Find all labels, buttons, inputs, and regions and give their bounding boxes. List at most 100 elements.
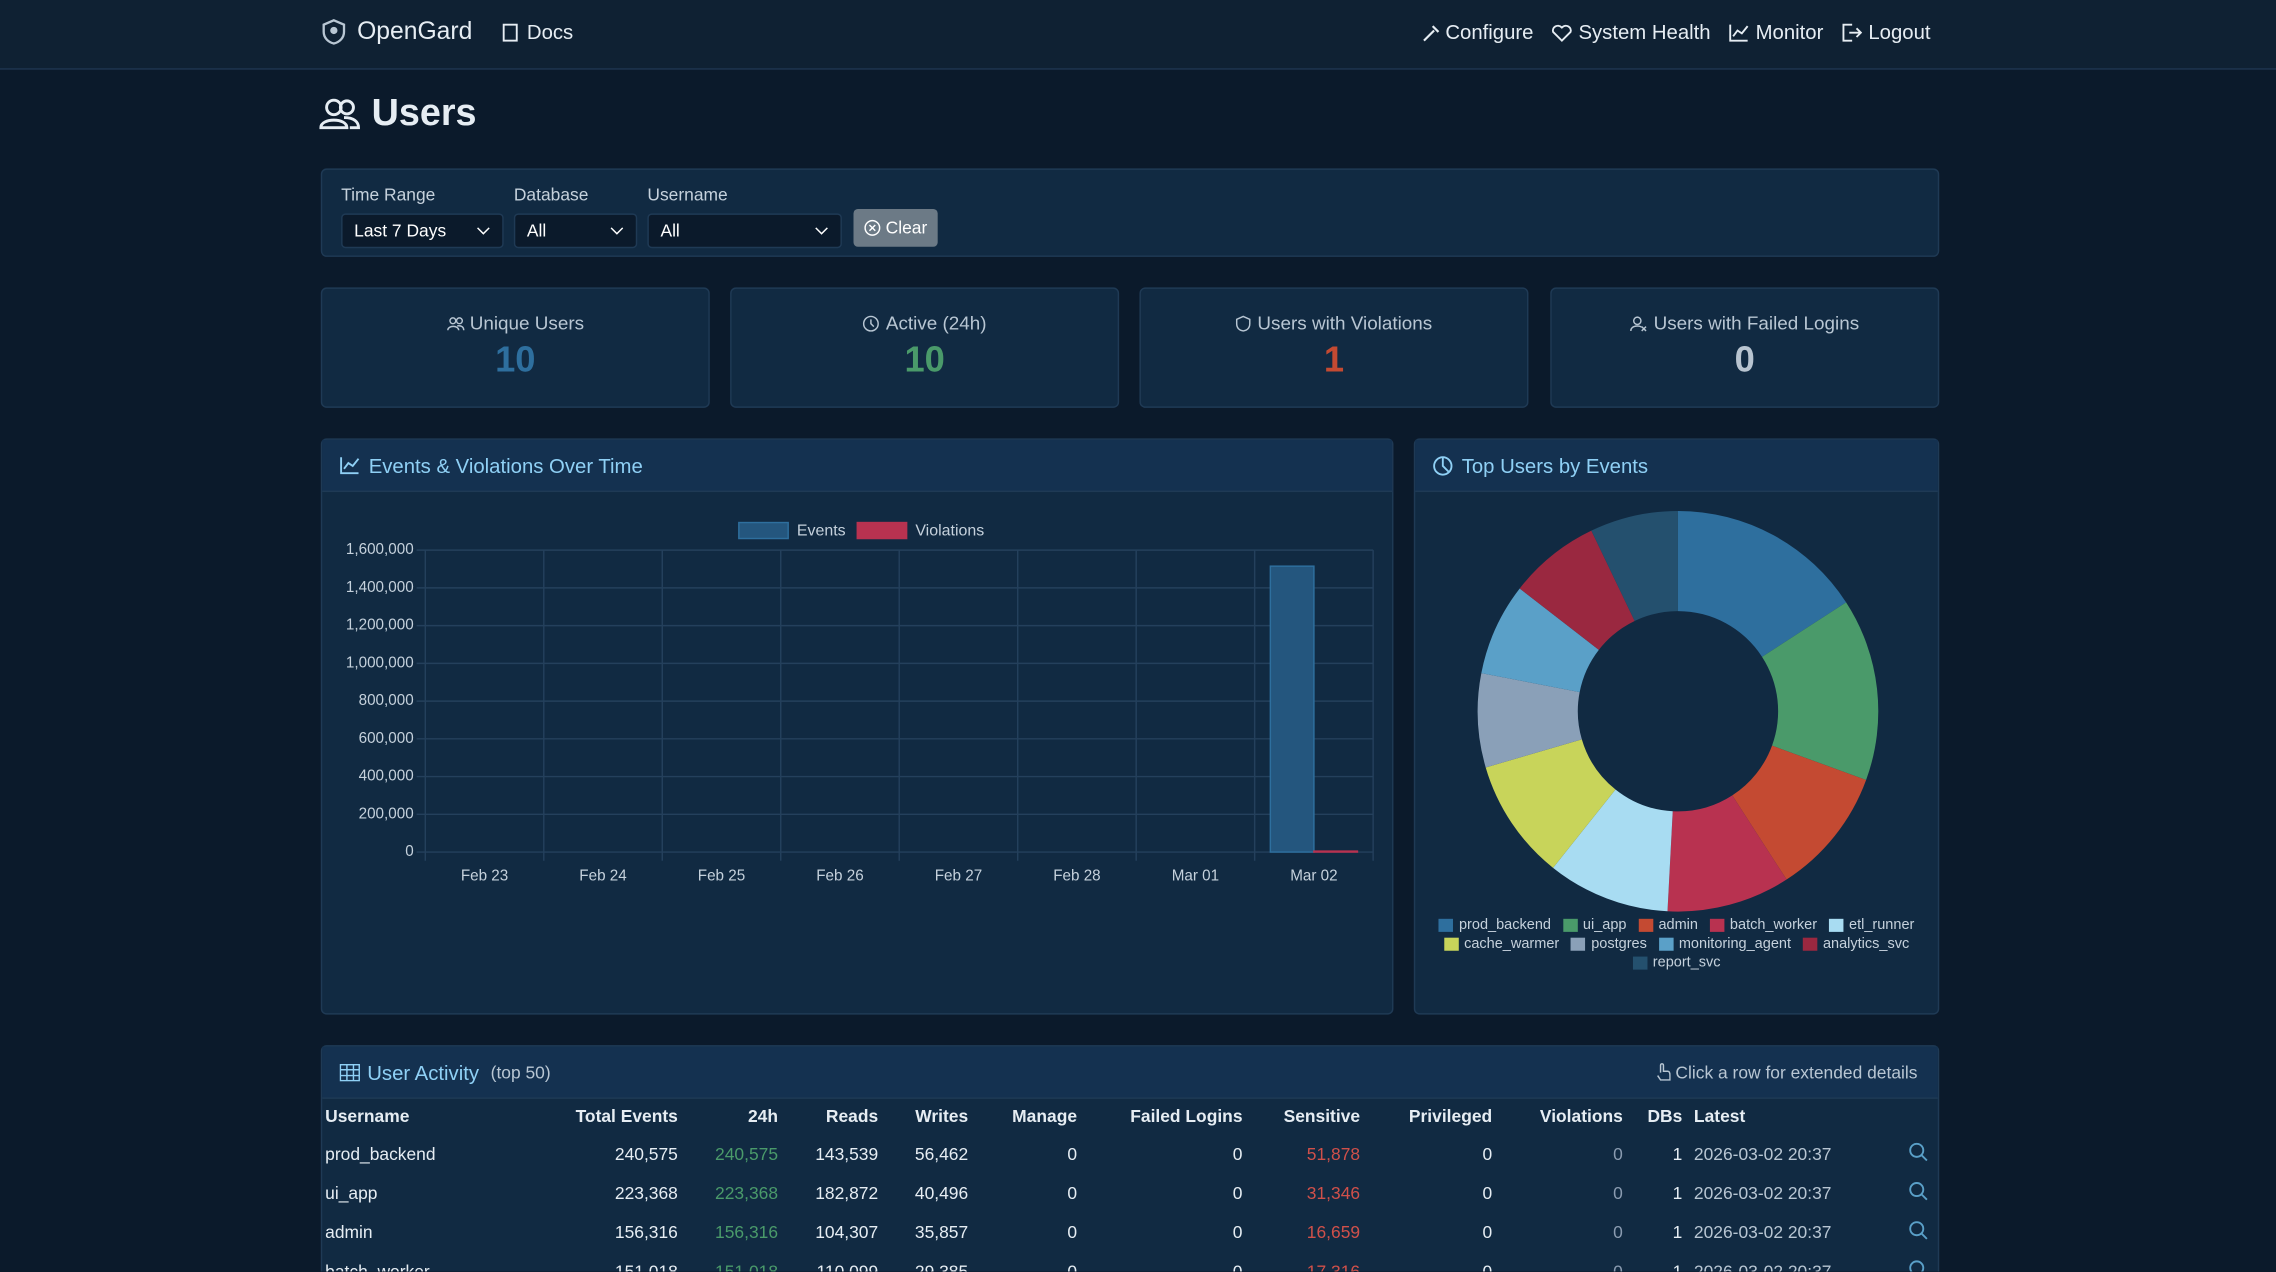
table-cell: 104,307 xyxy=(815,1221,879,1242)
legend-swatch xyxy=(1632,956,1647,970)
table-cell: 0 xyxy=(1613,1143,1623,1164)
column-header: Privileged xyxy=(1408,1106,1493,1127)
table-cell: 0 xyxy=(1482,1221,1493,1242)
chart-title: Events & Violations Over Time xyxy=(368,453,643,477)
stat-label-row: Users with Failed Logins xyxy=(1552,312,1938,334)
nav-link[interactable]: Configure xyxy=(1421,20,1534,44)
legend-label: Events xyxy=(797,522,846,539)
header-row: Username Total Events 24h Reads Writes Manage… xyxy=(325,1099,1927,1134)
table-cell: 182,872 xyxy=(815,1182,879,1203)
nav-link[interactable]: Logout xyxy=(1842,20,1931,44)
search-icon xyxy=(1909,1259,1925,1272)
column-header: Writes xyxy=(915,1106,969,1127)
row-action[interactable] xyxy=(1899,1134,1928,1173)
search-icon xyxy=(1909,1142,1928,1161)
nav-icon xyxy=(1842,23,1863,41)
legend-item: report_svc xyxy=(1632,955,1721,971)
filter-select[interactable]: Last 7 Days xyxy=(341,213,504,249)
legend-swatch xyxy=(1562,918,1578,932)
legend-item: prod_backend xyxy=(1438,917,1551,934)
card-header: User Activity (top 50) Click a row for ex… xyxy=(322,1046,1938,1099)
row-action[interactable] xyxy=(1899,1173,1928,1212)
column-header: Latest xyxy=(1693,1106,1746,1127)
legend-label: prod_backend xyxy=(1458,917,1551,934)
y-tick-label: 600,000 xyxy=(359,730,414,747)
table-cell: ui_app xyxy=(325,1182,378,1203)
table-cell: 240,575 xyxy=(614,1143,678,1164)
x-tick-label: Feb 27 xyxy=(935,868,982,885)
table-cell: 16,659 xyxy=(1306,1221,1361,1242)
y-tick-label: 200,000 xyxy=(359,805,414,822)
column-header: Total Events xyxy=(575,1106,678,1127)
table-heading: User Activity (top 50) xyxy=(339,1060,551,1084)
column-header: 24h xyxy=(747,1106,779,1127)
table-cell: 0 xyxy=(1067,1260,1078,1272)
legend-label: postgres xyxy=(1591,936,1647,953)
pie-slice xyxy=(1477,673,1582,768)
legend-item: postgres xyxy=(1570,936,1647,953)
stat-label: Users with Failed Logins xyxy=(1653,312,1860,334)
chart-title: Top Users by Events xyxy=(1461,453,1649,477)
table-row[interactable]: prod_backend 240,575 240,575 143,539 56,462 0… xyxy=(325,1134,1928,1173)
table-row[interactable]: admin 156,316 156,316 104,307 35,857 0 0 16,659… xyxy=(325,1212,1928,1251)
pie-slice xyxy=(1519,530,1635,650)
legend-label: etl_runner xyxy=(1848,917,1915,934)
legend-swatch xyxy=(1443,937,1459,951)
table-cell: 143,539 xyxy=(815,1143,879,1164)
bar xyxy=(1313,850,1359,853)
table-card: User Activity (top 50) Click a row for ex… xyxy=(320,1045,1940,1272)
legend-swatch xyxy=(856,521,908,540)
search-icon xyxy=(1909,1220,1928,1239)
stat-icon xyxy=(446,316,464,330)
nav-text: System Health xyxy=(1578,20,1711,44)
table-cell: 0 xyxy=(1482,1143,1493,1164)
table-cell: 31,346 xyxy=(1306,1182,1361,1203)
y-tick-label: 1,000,000 xyxy=(346,654,414,671)
stat-icon xyxy=(1236,314,1251,331)
brand[interactable]: OpenGard xyxy=(322,17,472,46)
table-cell: 0 xyxy=(1232,1221,1243,1242)
x-tick-label: Feb 23 xyxy=(461,868,508,885)
legend-label: cache_warmer xyxy=(1464,936,1560,953)
nav-link[interactable]: Monitor xyxy=(1729,20,1823,44)
table-row[interactable]: ui_app 223,368 223,368 182,872 40,496 0 0 31,34… xyxy=(325,1173,1928,1212)
clear-button[interactable]: Clear xyxy=(853,209,938,247)
chart-card: Events & Violations Over Time 0 200,000 40… xyxy=(320,438,1394,1015)
filter-value: Last 7 Days xyxy=(354,220,447,241)
y-tick-label: 1,600,000 xyxy=(346,541,414,558)
filter-select[interactable]: All xyxy=(647,213,842,249)
docs-link[interactable]: Docs xyxy=(502,20,573,44)
table-row[interactable]: batch_worker 151,018 151,018 110,099 29,385 0… xyxy=(325,1251,1928,1272)
pie-slice xyxy=(1485,739,1616,868)
pie-slice xyxy=(1677,510,1847,657)
row-action[interactable] xyxy=(1899,1251,1928,1272)
table-cell: 1 xyxy=(1672,1143,1683,1164)
card-icon xyxy=(339,1063,360,1081)
table-cell: 1 xyxy=(1672,1221,1683,1242)
card-header: Top Users by Events xyxy=(1415,439,1938,493)
nav-text: Configure xyxy=(1445,20,1534,44)
legend-item: analytics_svc xyxy=(1802,936,1909,952)
pie-slice xyxy=(1591,510,1678,621)
nav-links: Configure System Health Monitor Logout xyxy=(1421,20,1931,44)
table-cell: 240,575 xyxy=(715,1143,779,1164)
table-cell: 56,462 xyxy=(914,1143,969,1164)
card-icon xyxy=(1433,455,1453,475)
brand-icon xyxy=(322,19,346,45)
chevron xyxy=(610,227,624,235)
column-header: Username xyxy=(325,1106,410,1127)
legend-label: ui_app xyxy=(1582,917,1627,934)
filter-select[interactable]: All xyxy=(513,213,638,249)
stat-card: Unique Users 10 xyxy=(320,287,710,408)
row-action[interactable] xyxy=(1899,1212,1928,1251)
table-cell: 223,368 xyxy=(614,1182,678,1203)
hint-text: Click a row for extended details xyxy=(1675,1061,1918,1083)
stat-icon xyxy=(863,314,880,331)
nav-link[interactable]: System Health xyxy=(1552,20,1711,44)
chevron xyxy=(477,227,490,235)
table-cell: 110,099 xyxy=(816,1260,879,1272)
bar xyxy=(1269,565,1315,853)
bar-chart: 0 200,000 400,000 600,000 800,000 1,000,000 1,… xyxy=(346,521,1374,885)
stat-value: 10 xyxy=(904,339,945,381)
table-cell: 2026-03-02 20:37 xyxy=(1693,1143,1832,1164)
